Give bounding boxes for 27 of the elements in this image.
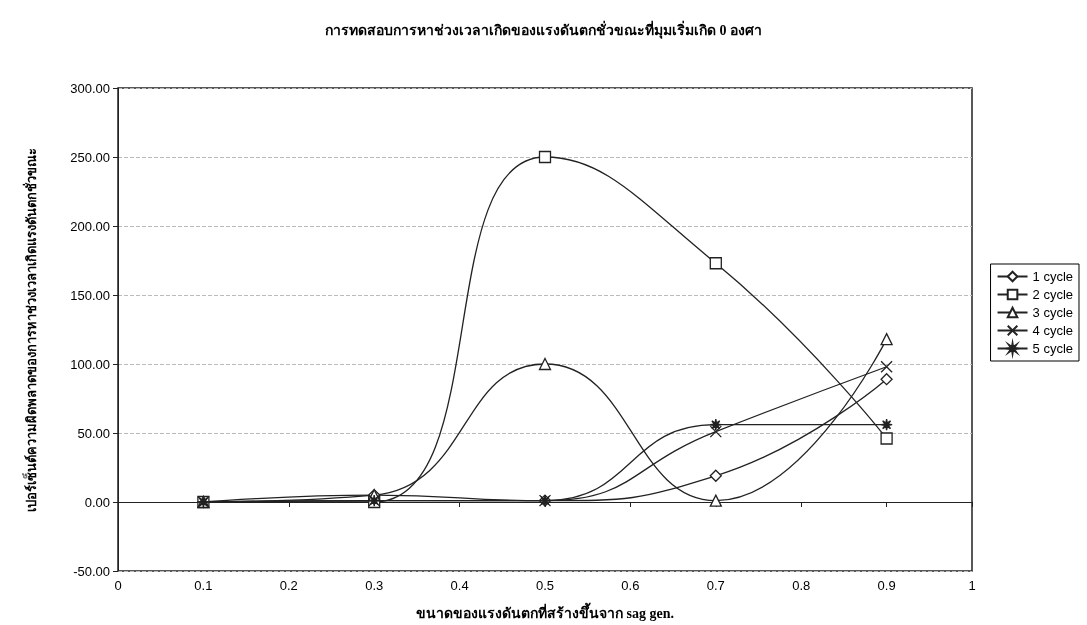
x-tick-label: 0.8	[792, 578, 811, 593]
x-tick-label: 0	[114, 578, 122, 593]
y-tick-label: 150.00	[70, 287, 110, 303]
legend-label: 1 cycle	[1032, 269, 1074, 284]
y-tick-label: 250.00	[70, 149, 110, 165]
x-tick-label: 0.2	[279, 578, 298, 593]
y-tick-label: 300.00	[70, 80, 110, 96]
x-tick-label: 0.3	[365, 578, 384, 593]
legend-label: 4 cycle	[1032, 323, 1074, 338]
y-axis-title: เปอร์เซ็นต์ความผิดพลาดของการหาช่วงเวลาเกิดแรงดันตกชั่วขณะ	[22, 147, 39, 512]
x-axis-title: ขนาดของแรงดันตกที่สร้างขึ้นจาก sag gen.	[416, 601, 674, 621]
legend-label: 5 cycle	[1032, 341, 1074, 356]
x-tick-label: 1	[968, 578, 976, 593]
x-tick-label: 0.4	[450, 578, 469, 593]
chart-title: การทดสอบการหาช่วงเวลาเกิดของแรงดันตกชั่วขณะที่มุมเริ่มเกิด 0 องศา	[325, 19, 762, 39]
y-tick-label: 0.00	[84, 494, 110, 510]
x-tick-label: 0.9	[877, 578, 896, 593]
y-tick-label: 200.00	[70, 218, 110, 234]
x-tick-label: 0.7	[706, 578, 725, 593]
y-tick-label: 100.00	[70, 356, 110, 372]
y-tick-label: 50.00	[77, 425, 110, 441]
legend-label: 2 cycle	[1032, 287, 1074, 302]
x-tick-label: 0.1	[194, 578, 213, 593]
x-tick-label: 0.6	[621, 578, 640, 593]
y-tick-label: -50.00	[73, 563, 110, 579]
legend-label: 3 cycle	[1032, 305, 1074, 320]
x-tick-label: 0.5	[535, 578, 555, 593]
